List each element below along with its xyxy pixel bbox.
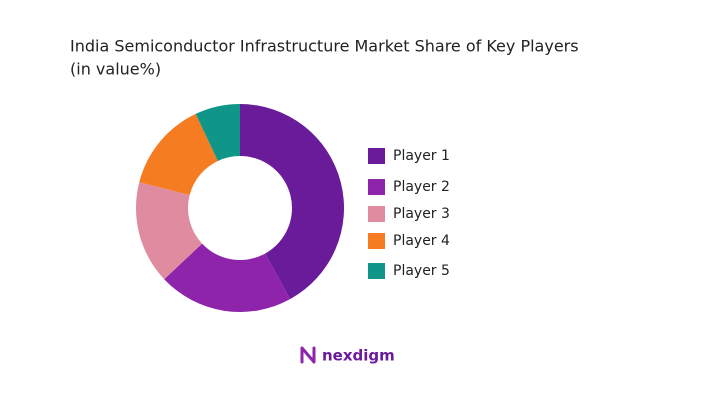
legend-swatch — [368, 206, 385, 222]
legend-swatch — [368, 263, 385, 279]
legend-label: Player 4 — [393, 233, 450, 249]
legend-swatch — [368, 148, 385, 164]
donut-slice — [164, 243, 291, 312]
donut-slice — [240, 104, 345, 300]
legend-label: Player 3 — [393, 206, 450, 222]
legend-swatch — [368, 233, 385, 249]
legend-label: Player 5 — [393, 263, 450, 279]
chart-subtitle: (in value%) — [70, 60, 161, 79]
logo-icon — [300, 346, 316, 364]
legend-label: Player 2 — [393, 179, 450, 195]
donut-slice — [136, 182, 203, 280]
legend-label: Player 1 — [393, 148, 450, 164]
logo: nexdigm — [322, 347, 395, 365]
donut-slice — [139, 113, 218, 196]
legend-swatch — [368, 179, 385, 195]
chart-title: India Semiconductor Infrastructure Marke… — [70, 37, 579, 56]
donut-slice — [195, 104, 240, 161]
